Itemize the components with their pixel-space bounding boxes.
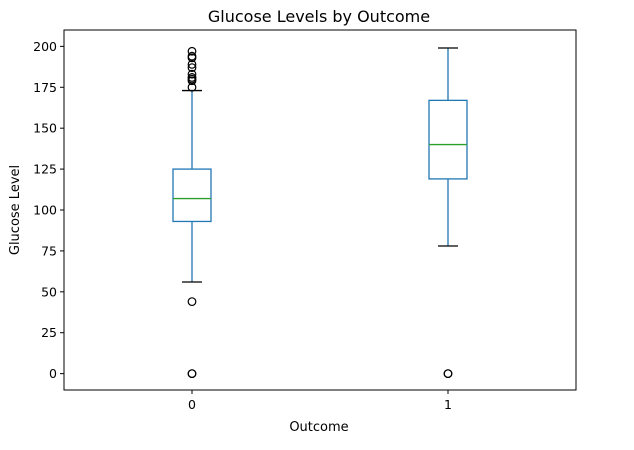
y-tick-label: 50 (41, 284, 57, 299)
y-tick-label: 150 (33, 121, 57, 136)
outlier-point (187, 69, 197, 79)
x-axis-label: Outcome (289, 420, 348, 435)
y-tick-label: 75 (41, 243, 57, 258)
outlier-point (443, 369, 453, 379)
y-tick-label: 175 (33, 80, 57, 95)
y-tick-label: 0 (49, 366, 57, 381)
plot-area: 0 25 50 75 100 125 150 175 200 0 1 (33, 29, 577, 412)
x-tick-label: 0 (188, 397, 196, 412)
box-iqr (172, 168, 212, 223)
x-tick-label: 1 (444, 397, 452, 412)
plot-frame (63, 29, 577, 391)
y-tick-label: 125 (33, 162, 57, 177)
chart-title: Glucose Levels by Outcome (208, 7, 430, 26)
outlier-point (187, 63, 197, 73)
y-tick-label: 100 (33, 203, 57, 218)
box-iqr (428, 99, 468, 180)
outlier-point (187, 51, 197, 61)
outlier-point (187, 73, 197, 82)
outlier-point (187, 297, 197, 307)
y-tick-label: 200 (33, 39, 57, 54)
outlier-point (187, 369, 197, 379)
y-tick-label: 25 (41, 325, 57, 340)
y-axis-label: Glucose Level (8, 165, 23, 255)
outlier-point (187, 46, 197, 56)
